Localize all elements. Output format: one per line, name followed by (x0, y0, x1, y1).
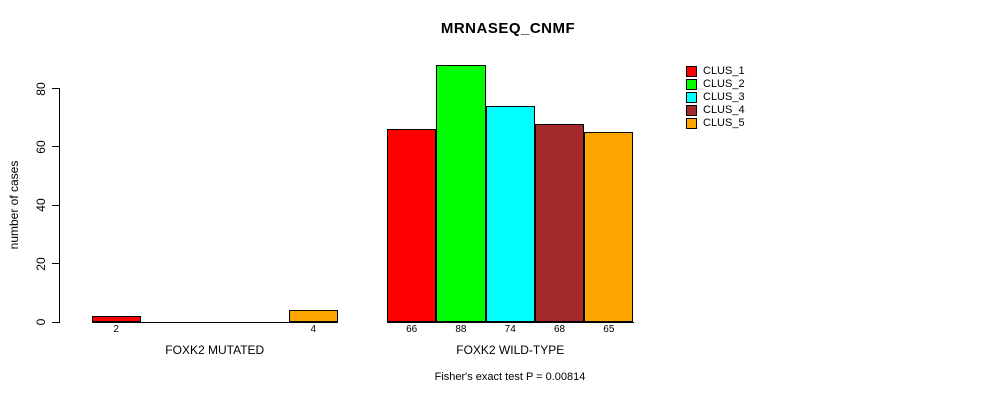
y-tick-label: 60 (34, 140, 48, 154)
bar (534, 123, 585, 322)
bar-value-label: 88 (455, 324, 467, 335)
bar (387, 129, 437, 322)
legend-swatch (686, 79, 697, 90)
bar (485, 106, 535, 322)
group-label: FOXK2 MUTATED (165, 343, 265, 357)
bar-value-label: 65 (603, 324, 615, 335)
legend-swatch (686, 118, 697, 129)
y-tick-label: 80 (34, 81, 48, 96)
fisher-test-note: Fisher's exact test P = 0.00814 (434, 371, 586, 383)
bar (288, 310, 338, 322)
legend-label: CLUS_3 (703, 91, 745, 103)
legend-swatch (686, 92, 697, 103)
bar-value-label: 74 (504, 324, 516, 335)
bar-value-label: 4 (310, 324, 317, 335)
y-tick-label: 40 (34, 198, 48, 212)
y-axis-label: number of cases (7, 160, 21, 250)
y-tick (52, 146, 59, 148)
y-tick (52, 204, 59, 206)
y-tick (52, 321, 59, 323)
legend-label: CLUS_2 (703, 78, 745, 90)
chart-title: MRNASEQ_CNMF (440, 20, 576, 37)
legend-swatch (686, 66, 697, 77)
y-axis-line (59, 88, 60, 323)
bar (436, 65, 486, 322)
y-tick-label: 0 (34, 318, 48, 326)
y-tick-label: 20 (34, 256, 48, 271)
x-axis-baseline (91, 322, 338, 323)
bar-value-label: 68 (553, 324, 566, 335)
bar-value-label: 66 (406, 324, 418, 335)
bar (584, 132, 634, 322)
bar (91, 316, 141, 322)
legend-swatch (686, 105, 697, 116)
bar-value-label: 2 (113, 324, 119, 335)
y-tick (52, 88, 59, 90)
legend-label: CLUS_4 (703, 104, 745, 116)
legend-label: CLUS_5 (703, 117, 745, 129)
y-tick (52, 263, 59, 265)
group-label: FOXK2 WILD-TYPE (456, 343, 565, 357)
legend-label: CLUS_1 (703, 65, 745, 77)
x-axis-baseline (387, 322, 634, 323)
